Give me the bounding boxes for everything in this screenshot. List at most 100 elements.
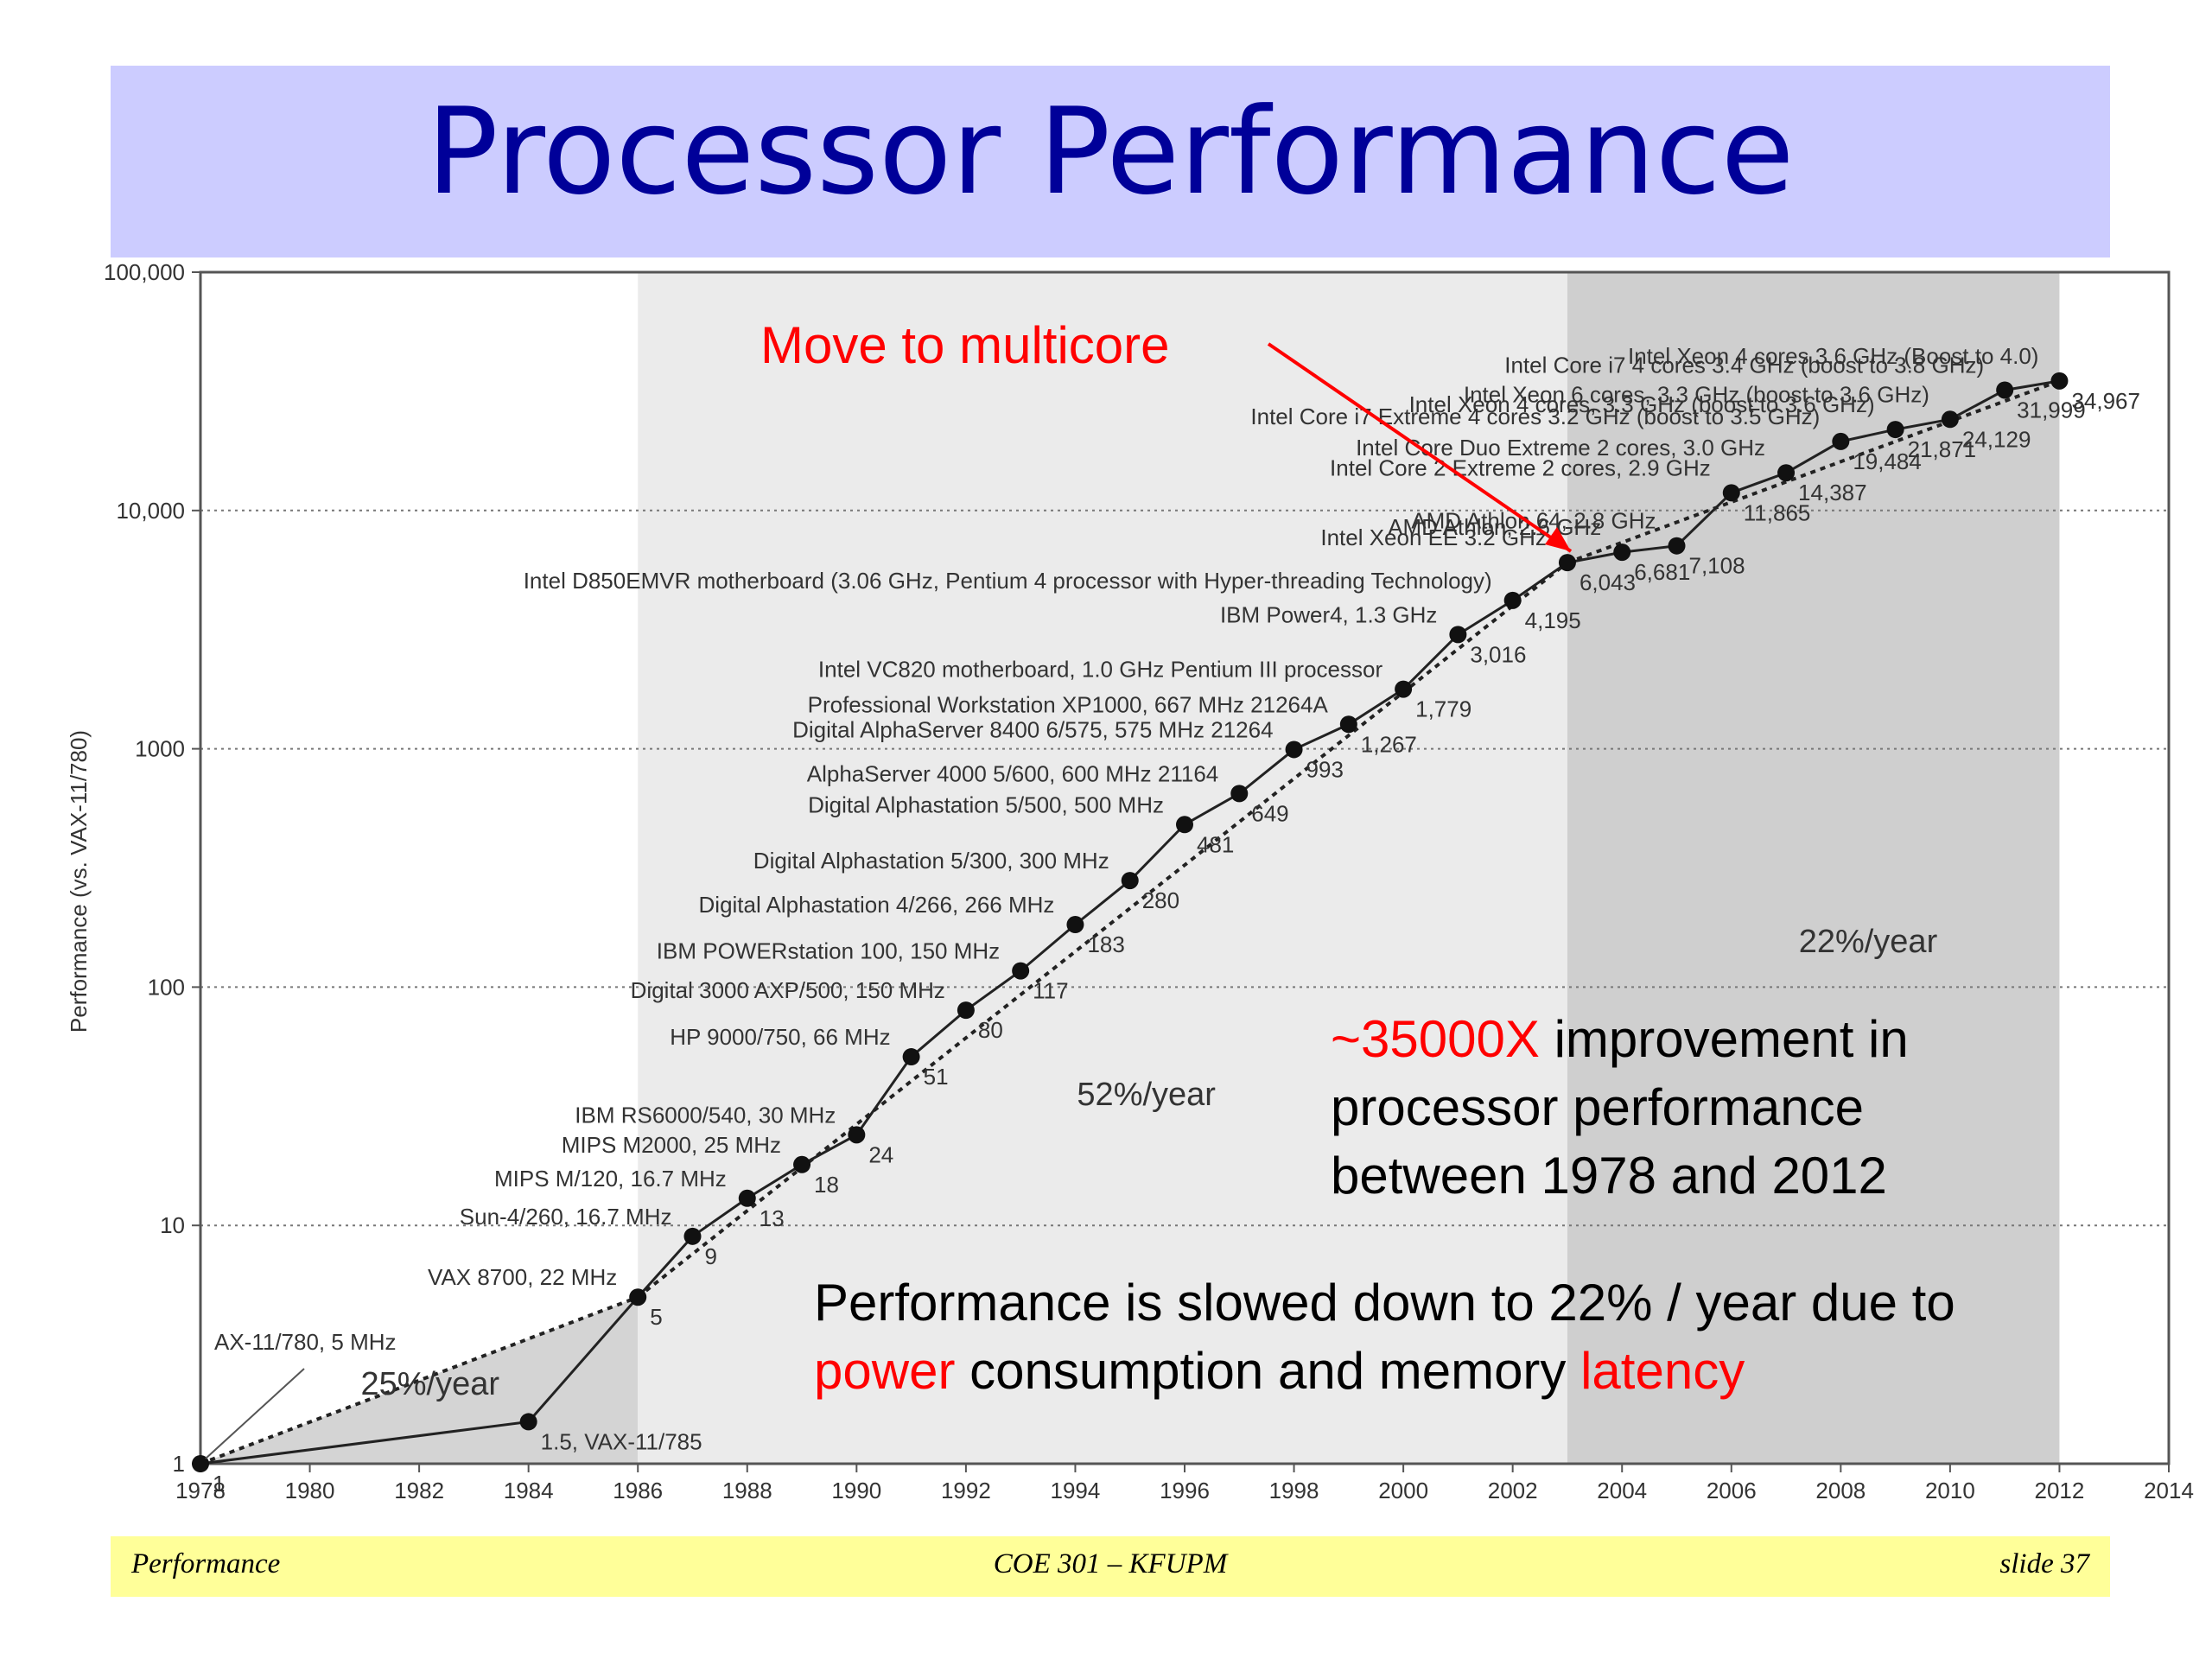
value-label: 6,043 <box>1580 569 1636 595</box>
trend-rate-label-1: 25%/year <box>360 1366 499 1402</box>
data-point <box>1339 715 1357 734</box>
page-title: Processor Performance <box>426 82 1795 221</box>
value-label: 1.5, VAX-11/785 <box>541 1428 702 1454</box>
data-point <box>1012 962 1030 980</box>
region-2 <box>638 272 1567 1464</box>
data-point <box>2050 372 2069 390</box>
improvement-text-line3: between 1978 and 2012 <box>1331 1147 1887 1205</box>
value-label: 18 <box>814 1172 839 1198</box>
processor-label: MIPS M2000, 25 MHz <box>562 1132 781 1158</box>
x-tick-label: 1982 <box>394 1478 444 1503</box>
y-tick-label: 1 <box>173 1451 185 1477</box>
processor-label: AX-11/780, 5 MHz <box>214 1329 397 1355</box>
data-point <box>1996 381 2014 399</box>
value-label: 19,484 <box>1853 448 1922 474</box>
x-tick-label: 1994 <box>1051 1478 1101 1503</box>
processor-label: Intel Xeon EE 3.2 GHz <box>1320 524 1547 550</box>
x-tick-label: 1978 <box>175 1478 226 1503</box>
processor-label: Intel Core 2 Extreme 2 cores, 2.9 GHz <box>1330 454 1711 480</box>
data-point <box>1613 543 1631 562</box>
data-point <box>1395 680 1413 698</box>
value-label: 3,016 <box>1470 641 1526 667</box>
value-label: 13 <box>760 1205 785 1231</box>
processor-label: AMD Athlon 64, 2.8 GHz <box>1411 508 1656 534</box>
processor-label: Intel Xeon 6 cores, 3.3 GHz (boost to 3.… <box>1464 381 1929 407</box>
processor-label: Digital Alphastation 5/300, 300 MHz <box>753 848 1109 874</box>
slowdown-text-line1: Performance is slowed down to 22% / year… <box>814 1274 1955 1332</box>
value-label: 4,195 <box>1525 607 1581 633</box>
processor-label: HP 9000/750, 66 MHz <box>670 1024 890 1050</box>
processor-label: VAX 8700, 22 MHz <box>428 1264 617 1290</box>
y-tick-label: 100,000 <box>104 259 185 285</box>
value-label: 1,267 <box>1361 731 1417 757</box>
value-label: 24,129 <box>1962 426 2031 452</box>
processor-label: Intel Xeon 4 cores 3.6 GHz (Boost to 4.0… <box>1628 343 2038 369</box>
y-tick-label: 10,000 <box>116 498 185 524</box>
data-point <box>1777 464 1796 482</box>
data-point <box>1285 741 1303 759</box>
processor-label: AlphaServer 4000 5/600, 600 MHz 21164 <box>807 760 1219 786</box>
data-point <box>738 1189 756 1207</box>
processor-label: AMD Athlon, 2.6 GHz <box>1388 514 1601 540</box>
improvement-text-line1: ~35000X improvement in <box>1331 1010 1909 1068</box>
value-label: 34,967 <box>2071 388 2140 414</box>
value-label: 1,779 <box>1415 696 1471 722</box>
x-tick-label: 2008 <box>1815 1478 1866 1503</box>
processor-label: Digital 3000 AXP/500, 150 MHz <box>631 977 945 1003</box>
data-point <box>1941 410 1959 429</box>
slowdown-word-latency: latency <box>1580 1342 1745 1400</box>
footer-bar: Performance COE 301 – KFUPM slide 37 <box>111 1536 2110 1597</box>
data-point <box>1886 421 1904 439</box>
data-point <box>848 1126 866 1144</box>
processor-label: IBM RS6000/540, 30 MHz <box>575 1102 836 1128</box>
processor-label: Intel Core i7 Extreme 4 cores 3.2 GHz (b… <box>1250 404 1820 429</box>
value-label: 11,865 <box>1744 499 1811 525</box>
data-point <box>1558 554 1576 572</box>
y-tick-label: 100 <box>148 974 185 1000</box>
x-tick-label: 2002 <box>1488 1478 1538 1503</box>
processor-label: Sun-4/260, 16.7 MHz <box>460 1204 672 1230</box>
processor-label: IBM POWERstation 100, 150 MHz <box>657 938 1000 964</box>
improvement-highlight: ~35000X <box>1331 1010 1540 1068</box>
data-point <box>1503 591 1522 609</box>
processor-label: Digital AlphaServer 8400 6/575, 575 MHz … <box>792 716 1273 742</box>
x-tick-label: 2012 <box>2035 1478 2085 1503</box>
data-point <box>1449 626 1467 644</box>
y-tick-label: 10 <box>160 1212 185 1238</box>
data-point <box>1832 432 1850 450</box>
data-point <box>683 1227 702 1245</box>
data-point <box>1230 785 1249 803</box>
x-tick-label: 1984 <box>504 1478 554 1503</box>
x-tick-label: 1980 <box>285 1478 335 1503</box>
x-tick-label: 1998 <box>1269 1478 1319 1503</box>
data-point <box>957 1001 975 1020</box>
data-point <box>902 1048 920 1066</box>
footer-center: COE 301 – KFUPM <box>993 1548 1228 1580</box>
value-label: 14,387 <box>1798 480 1867 505</box>
x-tick-label: 1996 <box>1160 1478 1210 1503</box>
processor-label: Intel D850EMVR motherboard (3.06 GHz, Pe… <box>524 568 1492 594</box>
trend-rate-label-2: 52%/year <box>1077 1077 1216 1113</box>
value-label: 31,999 <box>2017 397 2086 423</box>
data-point <box>1121 872 1139 890</box>
title-bar: Processor Performance <box>111 66 2110 257</box>
multicore-arrowhead <box>1545 527 1571 551</box>
data-point <box>1668 537 1686 555</box>
data-point <box>1722 484 1740 502</box>
first-label-pointer <box>205 1368 305 1459</box>
trend-line-3 <box>1567 378 2061 565</box>
processor-label: Intel Core i7 4 cores 3.4 GHz (boost to … <box>1504 352 1984 378</box>
data-point <box>793 1155 811 1173</box>
footer-right: slide 37 <box>1999 1548 2089 1580</box>
trend-line-2 <box>636 561 1569 1299</box>
value-label: 481 <box>1197 831 1234 857</box>
value-label: 183 <box>1087 931 1124 957</box>
data-point <box>1176 816 1193 834</box>
value-label: 80 <box>978 1017 1003 1043</box>
slowdown-text-line2: power consumption and memory latency <box>814 1342 1745 1400</box>
multicore-annotation: Move to multicore <box>760 316 1170 374</box>
x-tick-label: 1990 <box>831 1478 881 1503</box>
trend-rate-label-3: 22%/year <box>1799 924 1938 960</box>
slowdown-word-power: power <box>814 1342 955 1400</box>
